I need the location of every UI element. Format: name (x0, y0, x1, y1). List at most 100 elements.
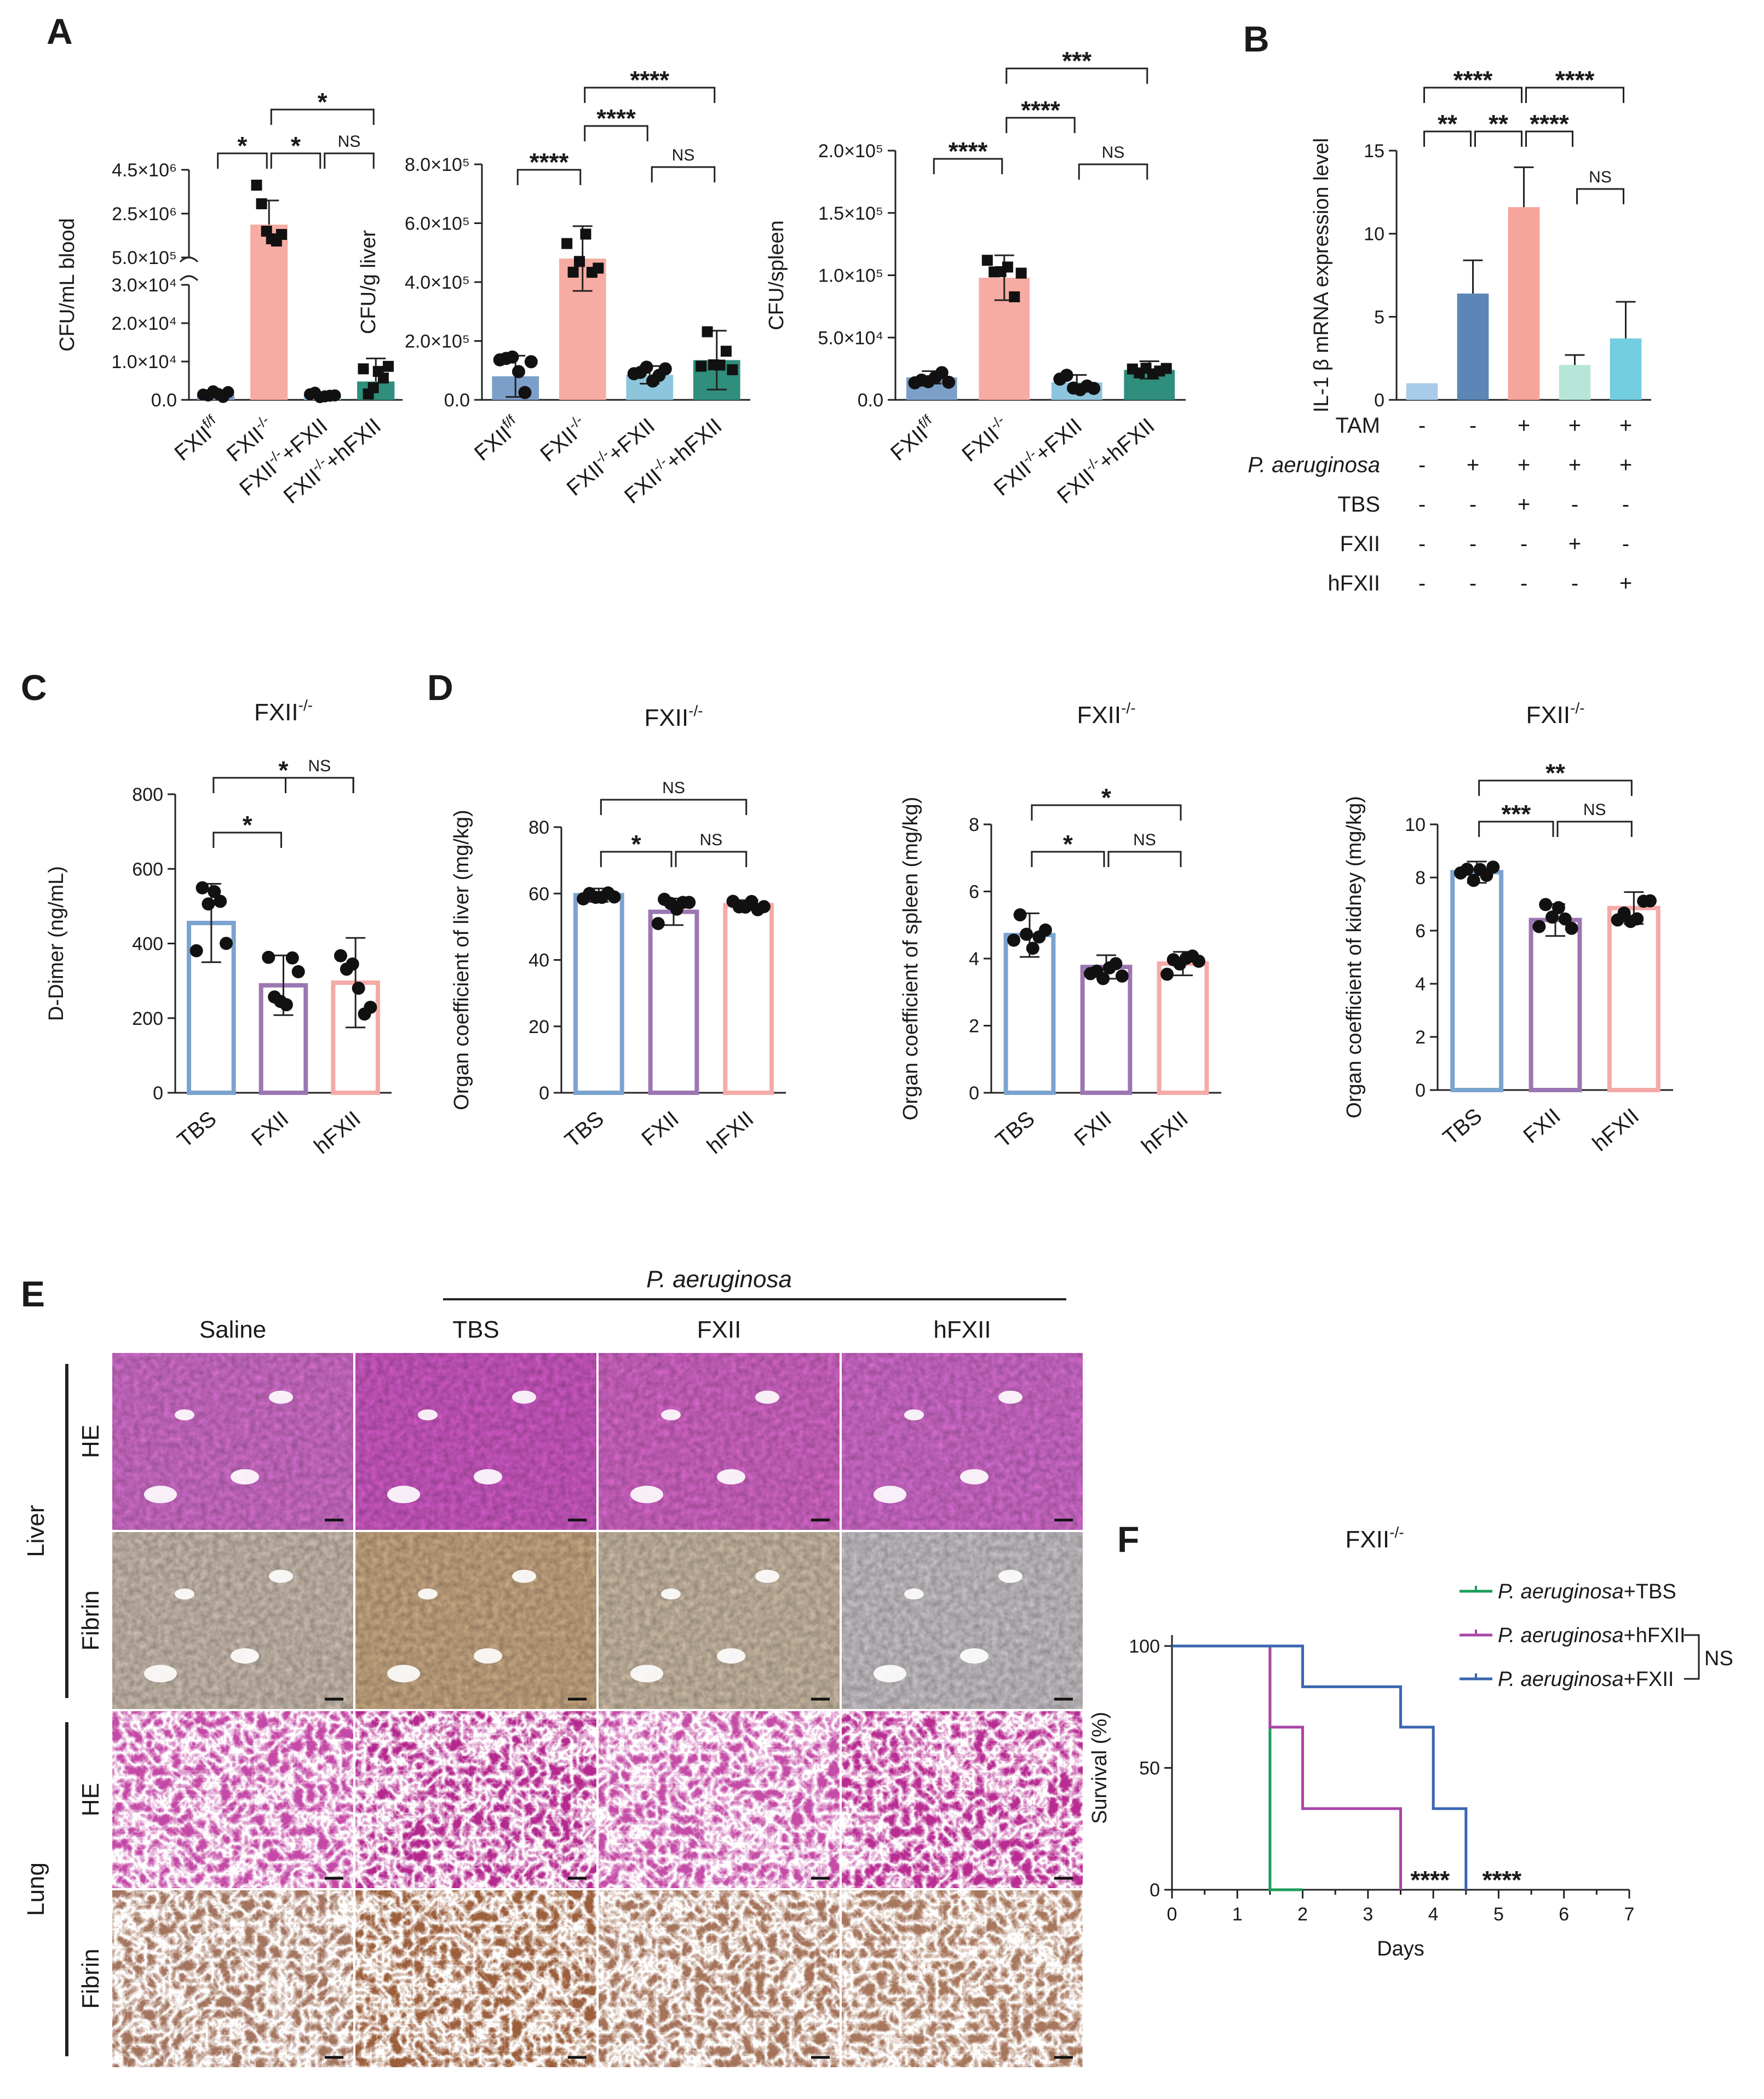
chart-c-ddimer: 0 200 400 600 800 D-Dimer (ng/mL) FXII-/- TBS FX… (45, 697, 392, 1159)
condition-sign: + (1518, 414, 1530, 438)
y-axis-label: IL-1 β mRNA expression level (1310, 138, 1333, 412)
y-axis-label: D-Dimer (ng/mL) (45, 866, 68, 1021)
vessel-lumen (960, 1648, 989, 1664)
significance-bracket (600, 799, 748, 815)
panel-letter-c: C (21, 667, 47, 708)
y-tick-label: 2 (1415, 1027, 1426, 1048)
y-tick-label: 0 (969, 1083, 979, 1104)
significance-label: **** (1410, 1866, 1450, 1894)
bar (723, 903, 774, 1095)
y-tick-label: 0.0 (444, 390, 470, 411)
significance-bracket (933, 158, 1003, 174)
histology-texture (842, 1890, 1083, 2067)
data-point (658, 362, 672, 376)
bar (1157, 961, 1209, 1095)
condition-sign: + (1619, 571, 1632, 595)
vessel-lumen (755, 1390, 779, 1404)
chart-d-kidney: 0 2 4 6 8 10 Organ coefficient of kidney (mg/k… (1343, 699, 1673, 1156)
y-axis-label: CFU/g liver (357, 230, 380, 334)
condition-sign: - (1469, 414, 1476, 438)
vessel-lumen (269, 1390, 293, 1404)
category-label: hFXII (309, 1106, 365, 1159)
histology-texture (355, 1532, 596, 1709)
condition-sign: - (1469, 492, 1476, 517)
y-tick-label: 0.0 (858, 390, 883, 411)
legend-label: P. aeruginosa+TBS (1498, 1580, 1676, 1603)
data-point (1109, 957, 1123, 971)
significance-bracket (1107, 851, 1182, 867)
significance-bracket (212, 777, 354, 793)
vessel-lumen (418, 1588, 438, 1600)
significance-label: **** (530, 148, 569, 176)
data-point (285, 951, 299, 965)
histology-texture (112, 1711, 353, 1888)
significance-label: * (1063, 830, 1073, 858)
vessel-lumen (231, 1469, 259, 1485)
histology-texture (112, 1353, 353, 1530)
condition-sign: + (1518, 492, 1530, 517)
condition-sign: + (1518, 453, 1530, 477)
significance-label: ** (1489, 110, 1508, 138)
vessel-lumen (630, 1665, 663, 1683)
bar (1607, 905, 1660, 1093)
y-tick-label: 2.5×10⁶ (112, 204, 177, 225)
data-point (208, 885, 221, 898)
significance-bracket (600, 851, 673, 867)
vessel-lumen (418, 1409, 438, 1421)
category-label: TBS (1439, 1104, 1487, 1150)
histology-texture (842, 1353, 1083, 1530)
condition-label: hFXII (1328, 571, 1380, 595)
chart-a-liver: 0.0 2.0×10⁵ 4.0×10⁵ 6.0×10⁵ 8.0×10⁵ CFU/g liv… (357, 66, 750, 508)
data-point (574, 256, 585, 267)
histology-texture (112, 1890, 353, 2067)
vessel-lumen (144, 1665, 177, 1683)
significance-bracket (285, 777, 354, 793)
panel-letter-f: F (1117, 1519, 1139, 1559)
significance-label: NS (699, 831, 722, 849)
category-label: FXII (1070, 1106, 1116, 1151)
y-tick-label: 2.0×10⁵ (818, 141, 883, 162)
category-label: FXII (1519, 1104, 1565, 1148)
y-tick-label: 600 (132, 859, 163, 880)
data-point (607, 890, 621, 904)
vessel-lumen (269, 1569, 293, 1583)
condition-sign: + (1568, 532, 1581, 556)
y-tick-label: 3.0×10⁴ (111, 275, 177, 296)
vessel-lumen (512, 1390, 536, 1404)
vessel-lumen (904, 1409, 924, 1421)
histology-texture (355, 1711, 596, 1888)
data-point (1060, 369, 1073, 382)
y-tick-label: 5.0×10⁵ (112, 248, 177, 268)
histology-texture (599, 1353, 840, 1530)
data-point (580, 228, 591, 240)
y-tick-label: 100 (1129, 1636, 1160, 1657)
panel-letter-b: B (1243, 19, 1269, 59)
significance-bracket (651, 166, 716, 182)
data-point (1038, 923, 1052, 937)
significance-bracket (1031, 804, 1182, 821)
chart-d-spleen: 0 2 4 6 8 Organ coefficient of spleen (mg/kg)… (899, 699, 1221, 1159)
x-tick-label: 2 (1297, 1904, 1308, 1925)
significance-label: NS (1583, 801, 1606, 819)
vessel-lumen (904, 1588, 924, 1600)
vessel-lumen (387, 1486, 420, 1504)
panel-letter-a: A (47, 11, 73, 51)
y-tick-label: 6 (969, 882, 979, 903)
significance-bracket (1078, 163, 1148, 180)
x-tick-label: 4 (1428, 1904, 1439, 1925)
y-tick-label: 4.0×10⁵ (405, 272, 470, 293)
row-label: Fibrin (77, 1948, 104, 2009)
significance-label: * (1101, 783, 1111, 812)
category-label: hFXII (1588, 1104, 1644, 1156)
significance-label: NS (672, 146, 695, 164)
data-point (702, 326, 713, 337)
vessel-lumen (998, 1390, 1022, 1404)
condition-sign: + (1619, 453, 1632, 477)
bar (1457, 293, 1489, 400)
data-point (189, 944, 203, 957)
y-tick-label: 6 (1415, 921, 1426, 942)
data-point (358, 363, 369, 375)
condition-sign: + (1568, 414, 1581, 438)
significance-label: ** (1438, 110, 1457, 138)
data-point (720, 346, 732, 357)
